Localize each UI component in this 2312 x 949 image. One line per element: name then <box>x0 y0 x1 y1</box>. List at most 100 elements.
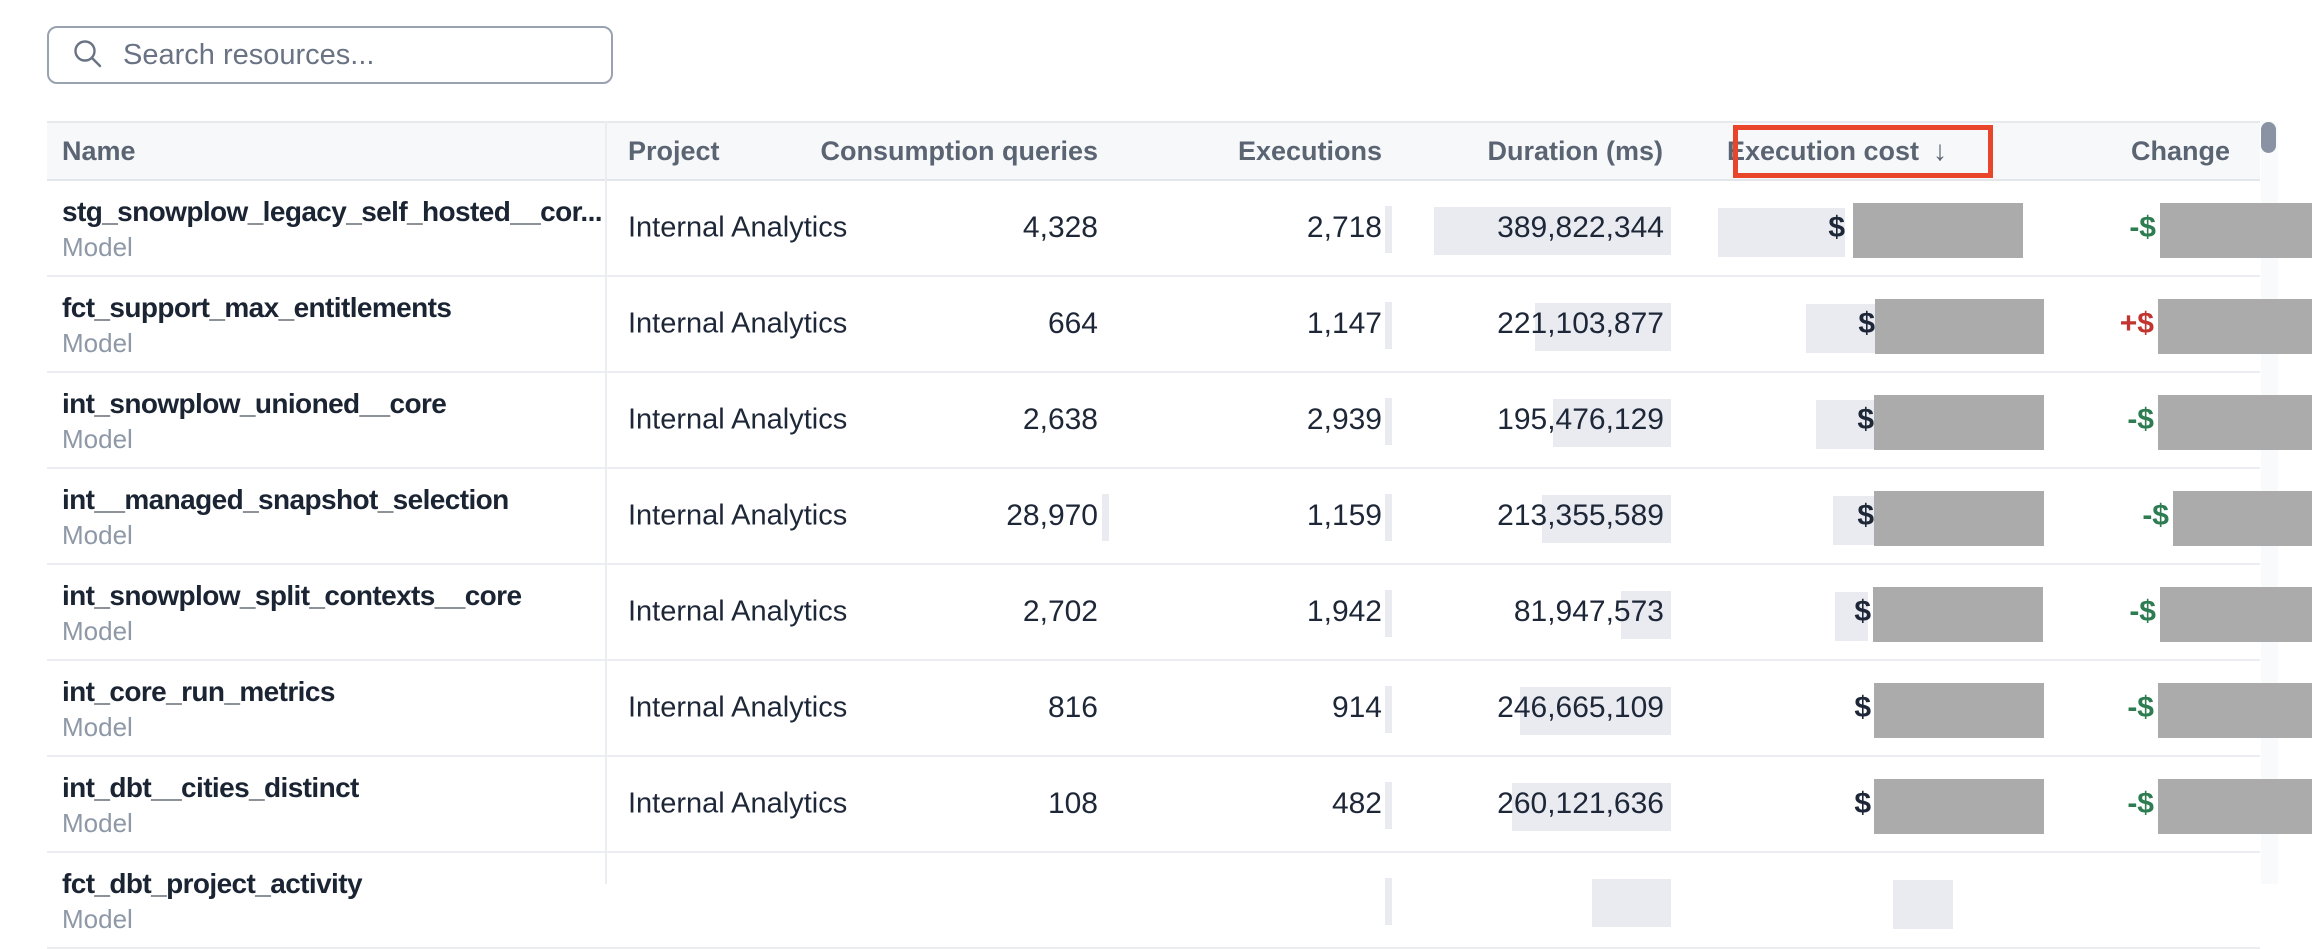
resource-name: stg_snowplow_legacy_self_hosted__cor... <box>62 196 603 227</box>
cost-redaction-box <box>1874 395 2044 450</box>
resource-name-cell: int_snowplow_unioned__core Model <box>62 386 607 454</box>
resource-name-cell: int_snowplow_split_contexts__core Model <box>62 578 607 646</box>
vertical-scrollbar-thumb[interactable] <box>2261 122 2276 153</box>
resource-name: fct_dbt_project_activity <box>62 868 363 899</box>
table-row[interactable]: int_dbt__cities_distinct Model Internal … <box>47 757 2312 853</box>
duration-selection-highlight <box>1512 783 1671 831</box>
resource-name: int_dbt__cities_distinct <box>62 772 359 803</box>
executions-value: 2,939 <box>1306 403 1382 436</box>
column-header-project[interactable]: Project <box>628 136 720 166</box>
change-redaction-box <box>2160 203 2312 258</box>
project-cell: Internal Analytics <box>628 403 848 436</box>
executions-selection-sliver <box>1385 494 1392 541</box>
duration-selection-highlight <box>1542 495 1671 543</box>
change-sign: -$ <box>2142 499 2169 532</box>
resource-name-cell: int__managed_snapshot_selection Model <box>62 482 607 550</box>
cost-currency-sign: $ <box>1857 403 1874 436</box>
change-sign: -$ <box>2127 403 2154 436</box>
column-header-change[interactable]: Change <box>2130 136 2230 166</box>
change-redaction-box <box>2160 587 2312 642</box>
executions-value: 1,942 <box>1306 595 1382 628</box>
sort-descending-icon: ↓ <box>1933 135 1947 166</box>
table-row[interactable]: int_core_run_metrics Model Internal Anal… <box>47 661 2312 757</box>
duration-value: 260,121,636 <box>1497 787 1664 820</box>
search-box[interactable] <box>47 26 613 84</box>
duration-value: 389,822,344 <box>1497 211 1664 244</box>
duration-selection-highlight <box>1434 207 1671 255</box>
table-header: Name Project Consumption queries Executi… <box>47 121 2260 181</box>
resource-name-cell: fct_dbt_project_activity Model <box>62 866 607 934</box>
executions-value: 482 <box>1331 787 1382 820</box>
table-row[interactable]: fct_dbt_project_activity Model <box>47 853 2260 949</box>
change-sign: -$ <box>2127 691 2154 724</box>
table-row[interactable]: int__managed_snapshot_selection Model In… <box>47 469 2312 565</box>
cost-selection-highlight <box>1816 400 1874 449</box>
column-header-duration[interactable]: Duration (ms) <box>1487 136 1664 166</box>
duration-selection-highlight <box>1621 591 1671 639</box>
executions-selection-sliver <box>1385 302 1392 349</box>
executions-value: 1,147 <box>1306 307 1382 340</box>
consumption-queries-value: 108 <box>1047 787 1098 820</box>
resource-name-cell: fct_support_max_entitlements Model <box>62 290 607 358</box>
table-row[interactable]: fct_support_max_entitlements Model Inter… <box>47 277 2312 373</box>
column-header-execution-cost[interactable]: Execution cost ↓ <box>1727 123 1947 179</box>
change-redaction-box <box>2158 779 2312 834</box>
change-redaction-box <box>2158 299 2312 354</box>
change-sign: +$ <box>2119 307 2154 340</box>
cost-selection-highlight <box>1833 496 1874 545</box>
cost-selection-highlight <box>1835 592 1868 641</box>
resource-name-cell: int_core_run_metrics Model <box>62 674 607 742</box>
resources-table: Name Project Consumption queries Executi… <box>47 121 2312 949</box>
cost-currency-sign: $ <box>1854 595 1871 628</box>
consumption-queries-value: 816 <box>1047 691 1098 724</box>
project-cell: Internal Analytics <box>628 787 848 820</box>
project-cell: Internal Analytics <box>628 307 848 340</box>
duration-selection-highlight <box>1592 879 1671 927</box>
column-header-executions[interactable]: Executions <box>1237 136 1382 166</box>
duration-value: 213,355,589 <box>1497 499 1664 532</box>
cost-currency-sign: $ <box>1858 307 1875 340</box>
executions-value: 2,718 <box>1306 211 1382 244</box>
executions-selection-sliver <box>1385 590 1392 637</box>
resource-name: fct_support_max_entitlements <box>62 292 452 323</box>
column-header-consumption-queries[interactable]: Consumption queries <box>820 136 1098 166</box>
resource-name: int_core_run_metrics <box>62 676 335 707</box>
duration-value: 221,103,877 <box>1497 307 1664 340</box>
resource-name: int__managed_snapshot_selection <box>62 484 509 515</box>
change-sign: -$ <box>2127 787 2154 820</box>
executions-value: 1,159 <box>1306 499 1382 532</box>
executions-selection-sliver <box>1385 398 1392 445</box>
consumption-queries-value: 2,702 <box>1022 595 1098 628</box>
duration-selection-highlight <box>1535 303 1671 351</box>
table-row[interactable]: stg_snowplow_legacy_self_hosted__cor... … <box>47 181 2312 277</box>
duration-value: 81,947,573 <box>1513 595 1664 628</box>
search-input[interactable] <box>121 37 611 73</box>
cost-redaction-box <box>1853 203 2023 258</box>
table-rows: stg_snowplow_legacy_self_hosted__cor... … <box>47 181 2312 949</box>
change-sign: -$ <box>2129 595 2156 628</box>
column-header-name[interactable]: Name <box>62 136 136 166</box>
executions-selection-sliver <box>1385 878 1392 925</box>
executions-selection-sliver <box>1385 206 1392 253</box>
consumption-queries-value: 2,638 <box>1022 403 1098 436</box>
cost-selection-highlight <box>1718 208 1845 257</box>
executions-selection-sliver <box>1385 782 1392 829</box>
resource-type-label: Model <box>62 424 133 454</box>
table-row[interactable]: int_snowplow_unioned__core Model Interna… <box>47 373 2312 469</box>
duration-value: 246,665,109 <box>1497 691 1664 724</box>
change-redaction-box <box>2173 491 2312 546</box>
duration-value: 195,476,129 <box>1497 403 1664 436</box>
consumption-queries-value: 664 <box>1047 307 1098 340</box>
change-redaction-box <box>2158 683 2312 738</box>
resource-name-cell: int_dbt__cities_distinct Model <box>62 770 607 838</box>
consumption-queries-value: 4,328 <box>1022 211 1098 244</box>
name-column-divider <box>605 121 607 884</box>
cost-redaction-box <box>1874 683 2044 738</box>
cost-redaction-box <box>1873 587 2043 642</box>
resource-type-label: Model <box>62 520 133 550</box>
cost-currency-sign: $ <box>1828 211 1845 244</box>
resource-type-label: Model <box>62 232 133 262</box>
cost-redaction-box <box>1875 299 2044 354</box>
change-redaction-box <box>2158 395 2312 450</box>
table-row[interactable]: int_snowplow_split_contexts__core Model … <box>47 565 2312 661</box>
